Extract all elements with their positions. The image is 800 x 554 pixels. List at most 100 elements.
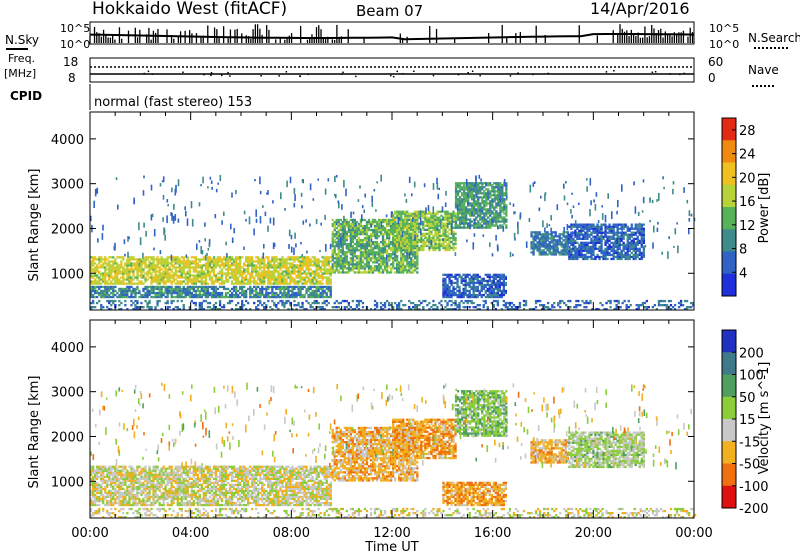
power-data-cell bbox=[568, 233, 571, 236]
power-data-cell bbox=[222, 285, 226, 289]
power-data-cell bbox=[598, 227, 601, 230]
power-data-cell bbox=[390, 269, 393, 272]
power-data-cell bbox=[138, 270, 141, 273]
power-data-cell bbox=[582, 255, 585, 259]
power-data-cell bbox=[349, 237, 352, 240]
power-data-cell bbox=[118, 287, 121, 291]
power-data-cell bbox=[323, 256, 326, 259]
power-data-cell bbox=[138, 274, 141, 277]
power-data-cell bbox=[365, 255, 369, 258]
power-data-cell bbox=[406, 214, 409, 217]
power-data-cell bbox=[367, 249, 371, 252]
power-data-cell bbox=[92, 285, 95, 289]
power-data-cell bbox=[200, 278, 203, 281]
power-data-cell bbox=[303, 293, 306, 297]
power-data-cell bbox=[550, 247, 553, 250]
power-data-cell bbox=[426, 238, 429, 242]
power-data-cell bbox=[299, 291, 302, 295]
power-data-cell bbox=[188, 270, 191, 273]
power-data-cell bbox=[325, 260, 328, 263]
power-data-cell bbox=[458, 295, 461, 299]
power-data-cell bbox=[214, 280, 218, 283]
power-data-cell bbox=[108, 268, 111, 271]
power-data-cell bbox=[422, 232, 425, 235]
power-data-cell bbox=[345, 245, 348, 248]
power-data-cell bbox=[120, 270, 123, 273]
power-data-cell bbox=[251, 264, 254, 267]
power-data-cell bbox=[375, 222, 379, 226]
power-data-cell bbox=[489, 210, 492, 213]
power-data-cell bbox=[487, 210, 490, 213]
power-data-cell bbox=[357, 230, 361, 234]
power-data-cell bbox=[478, 293, 481, 297]
power-data-cell bbox=[438, 238, 441, 242]
power-data-cell bbox=[333, 233, 336, 236]
power-data-cell bbox=[134, 287, 137, 291]
power-data-cell bbox=[642, 237, 645, 240]
power-data-cell bbox=[626, 237, 629, 240]
power-data-cell bbox=[630, 251, 633, 255]
power-data-cell bbox=[321, 276, 324, 279]
power-data-cell bbox=[471, 190, 474, 193]
freq-dot bbox=[532, 73, 534, 76]
power-data-cell bbox=[182, 287, 185, 291]
power-data-cell bbox=[307, 289, 310, 293]
power-data-cell bbox=[158, 274, 161, 277]
power-data-cell bbox=[345, 267, 348, 270]
power-data-cell bbox=[562, 243, 565, 246]
power-data-cell bbox=[235, 266, 238, 269]
power-data-cell bbox=[184, 287, 187, 291]
power-data-cell bbox=[182, 276, 185, 279]
power-data-cell bbox=[381, 247, 385, 250]
power-plot-background bbox=[90, 112, 694, 310]
power-data-cell bbox=[255, 291, 258, 295]
power-data-cell bbox=[375, 259, 379, 262]
power-data-cell bbox=[335, 237, 338, 240]
power-data-cell bbox=[444, 277, 447, 280]
power-data-cell bbox=[477, 190, 480, 193]
power-data-cell bbox=[495, 224, 498, 227]
power-data-cell bbox=[226, 262, 230, 265]
power-data-cell bbox=[492, 275, 495, 278]
power-data-cell bbox=[490, 295, 493, 299]
power-data-cell bbox=[110, 270, 113, 273]
power-data-cell bbox=[564, 243, 567, 246]
power-data-cell bbox=[491, 224, 494, 227]
power-data-cell bbox=[604, 223, 607, 226]
power-data-cell bbox=[293, 268, 296, 271]
power-data-cell bbox=[404, 259, 407, 262]
power-data-cell bbox=[206, 260, 210, 263]
power-data-cell bbox=[251, 291, 254, 295]
power-data-cell bbox=[299, 274, 302, 277]
power-data-cell bbox=[307, 285, 310, 289]
power-data-cell bbox=[584, 223, 587, 226]
power-data-cell bbox=[317, 272, 320, 275]
power-data-cell bbox=[456, 295, 459, 299]
power-data-cell bbox=[295, 256, 298, 259]
power-data-cell bbox=[220, 278, 224, 281]
power-data-cell bbox=[355, 247, 359, 250]
power-data-cell bbox=[392, 246, 395, 250]
power-data-cell bbox=[269, 266, 272, 269]
power-data-cell bbox=[285, 264, 288, 267]
power-data-cell bbox=[267, 295, 270, 299]
power-data-cell bbox=[558, 241, 561, 244]
power-data-cell bbox=[245, 278, 248, 281]
power-data-cell bbox=[305, 282, 308, 285]
power-data-cell bbox=[492, 287, 495, 291]
power-data-cell bbox=[367, 261, 371, 264]
power-data-cell bbox=[546, 249, 549, 252]
power-data-cell bbox=[570, 227, 573, 230]
power-data-cell bbox=[128, 282, 131, 285]
power-data-cell bbox=[570, 239, 573, 242]
power-data-cell bbox=[263, 280, 266, 283]
power-data-cell bbox=[422, 214, 425, 217]
power-data-cell bbox=[490, 275, 493, 278]
power-data-cell bbox=[438, 222, 441, 225]
power-data-cell bbox=[319, 274, 322, 277]
power-data-cell bbox=[160, 276, 163, 279]
power-data-cell bbox=[481, 212, 484, 215]
power-data-cell bbox=[297, 293, 300, 297]
power-data-cell bbox=[220, 274, 224, 277]
power-data-cell bbox=[218, 264, 222, 267]
